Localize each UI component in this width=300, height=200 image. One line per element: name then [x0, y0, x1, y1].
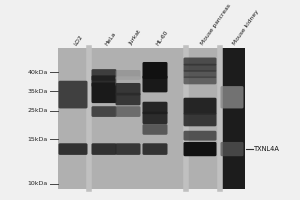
- FancyBboxPatch shape: [92, 75, 116, 87]
- Text: 15kDa: 15kDa: [28, 137, 48, 142]
- Text: HL-60: HL-60: [155, 29, 169, 46]
- Text: Mouse kidney: Mouse kidney: [232, 9, 260, 46]
- FancyBboxPatch shape: [184, 70, 217, 78]
- Bar: [58, 48, 245, 189]
- FancyBboxPatch shape: [142, 124, 167, 135]
- FancyBboxPatch shape: [184, 98, 217, 115]
- Text: LO2: LO2: [73, 34, 84, 46]
- FancyBboxPatch shape: [220, 142, 244, 156]
- FancyBboxPatch shape: [116, 76, 140, 86]
- FancyBboxPatch shape: [58, 81, 88, 108]
- FancyBboxPatch shape: [92, 83, 116, 103]
- FancyBboxPatch shape: [184, 113, 217, 126]
- Text: Jurkat: Jurkat: [128, 29, 142, 46]
- Text: 40kDa: 40kDa: [28, 70, 48, 75]
- Text: 35kDa: 35kDa: [28, 89, 48, 94]
- Text: HeLa: HeLa: [104, 31, 117, 46]
- FancyBboxPatch shape: [116, 83, 140, 95]
- FancyBboxPatch shape: [184, 58, 217, 66]
- FancyBboxPatch shape: [142, 112, 167, 124]
- FancyBboxPatch shape: [116, 106, 140, 117]
- FancyBboxPatch shape: [142, 102, 167, 114]
- FancyBboxPatch shape: [116, 70, 140, 80]
- Text: 10kDa: 10kDa: [28, 181, 48, 186]
- Bar: [0, 48, 58, 189]
- FancyBboxPatch shape: [58, 143, 88, 155]
- FancyBboxPatch shape: [142, 62, 167, 79]
- FancyBboxPatch shape: [184, 64, 217, 72]
- FancyBboxPatch shape: [116, 93, 140, 105]
- Text: Mouse pancreas: Mouse pancreas: [200, 3, 232, 46]
- FancyBboxPatch shape: [142, 75, 167, 92]
- FancyBboxPatch shape: [92, 69, 116, 81]
- FancyBboxPatch shape: [220, 86, 244, 108]
- FancyBboxPatch shape: [92, 143, 116, 155]
- Bar: [221, 48, 245, 189]
- FancyBboxPatch shape: [116, 143, 140, 155]
- Text: TXNL4A: TXNL4A: [254, 146, 280, 152]
- FancyBboxPatch shape: [142, 143, 167, 155]
- Text: 25kDa: 25kDa: [28, 108, 48, 113]
- FancyBboxPatch shape: [184, 142, 217, 156]
- FancyBboxPatch shape: [92, 106, 116, 117]
- FancyBboxPatch shape: [184, 131, 217, 141]
- FancyBboxPatch shape: [184, 76, 217, 84]
